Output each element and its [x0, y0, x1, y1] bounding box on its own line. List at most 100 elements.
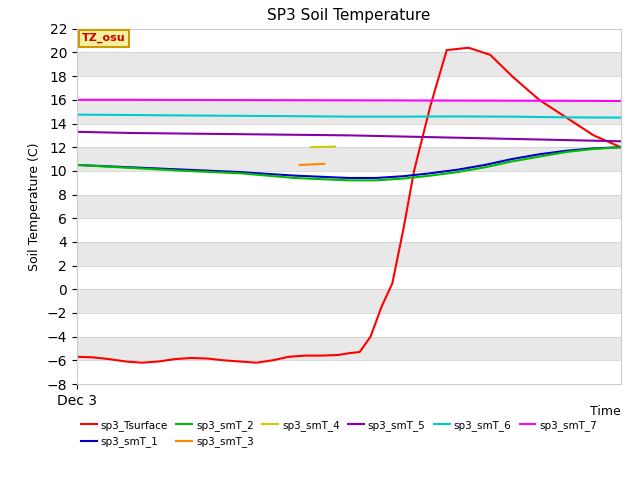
sp3_smT_3 — [296, 162, 303, 168]
Legend: sp3_Tsurface, sp3_smT_1, sp3_smT_2, sp3_smT_3, sp3_smT_4, sp3_smT_5, sp3_smT_6, : sp3_Tsurface, sp3_smT_1, sp3_smT_2, sp3_… — [77, 416, 602, 451]
sp3_smT_6 — [454, 114, 461, 120]
sp3_smT_1 — [617, 144, 625, 150]
sp3_smT_5 — [291, 132, 298, 138]
sp3_smT_1 — [589, 145, 597, 151]
sp3_smT_7 — [617, 98, 625, 104]
Bar — [77, 218, 621, 242]
Bar — [77, 242, 621, 265]
sp3_smT_7 — [182, 97, 189, 103]
Line: sp3_smT_2: sp3_smT_2 — [77, 147, 621, 180]
sp3_smT_2 — [589, 146, 597, 152]
sp3_smT_1 — [236, 169, 244, 175]
Text: TZ_osu: TZ_osu — [82, 33, 126, 44]
sp3_Tsurface — [138, 360, 146, 366]
sp3_smT_2 — [291, 175, 298, 181]
sp3_Tsurface — [378, 304, 385, 310]
Bar — [77, 100, 621, 123]
sp3_smT_7 — [345, 97, 353, 103]
sp3_smT_6 — [399, 114, 407, 120]
sp3_smT_7 — [508, 98, 516, 104]
Bar — [77, 29, 621, 52]
sp3_smT_1 — [563, 148, 570, 154]
Text: Time: Time — [590, 405, 621, 418]
sp3_Tsurface — [486, 52, 494, 58]
sp3_smT_2 — [73, 162, 81, 168]
sp3_smT_1 — [508, 156, 516, 162]
sp3_smT_7 — [399, 97, 407, 103]
sp3_smT_5 — [427, 134, 435, 140]
sp3_Tsurface — [154, 359, 162, 364]
sp3_smT_1 — [399, 173, 407, 179]
sp3_smT_6 — [291, 113, 298, 119]
sp3_smT_2 — [535, 154, 543, 159]
Line: sp3_Tsurface: sp3_Tsurface — [77, 48, 621, 363]
sp3_Tsurface — [443, 47, 451, 53]
sp3_smT_7 — [563, 98, 570, 104]
sp3_smT_7 — [291, 97, 298, 103]
sp3_Tsurface — [617, 144, 625, 150]
Bar — [77, 360, 621, 384]
sp3_Tsurface — [399, 227, 407, 233]
sp3_smT_6 — [345, 114, 353, 120]
Bar — [77, 52, 621, 76]
sp3_smT_6 — [182, 113, 189, 119]
sp3_Tsurface — [73, 354, 81, 360]
sp3_Tsurface — [345, 350, 353, 356]
sp3_Tsurface — [285, 354, 293, 360]
sp3_smT_7 — [127, 97, 135, 103]
sp3_Tsurface — [171, 356, 179, 362]
sp3_smT_1 — [127, 165, 135, 170]
sp3_smT_1 — [481, 162, 489, 168]
sp3_Tsurface — [589, 132, 597, 138]
sp3_smT_2 — [345, 178, 353, 183]
Bar — [77, 265, 621, 289]
sp3_smT_6 — [508, 114, 516, 120]
Line: sp3_smT_3: sp3_smT_3 — [300, 164, 324, 165]
sp3_smT_2 — [617, 144, 625, 150]
sp3_smT_1 — [291, 173, 298, 179]
sp3_smT_5 — [563, 137, 570, 143]
sp3_smT_2 — [372, 178, 380, 183]
sp3_smT_7 — [454, 97, 461, 103]
Line: sp3_smT_7: sp3_smT_7 — [77, 100, 621, 101]
sp3_Tsurface — [122, 359, 129, 364]
sp3_smT_5 — [508, 136, 516, 142]
sp3_smT_2 — [427, 173, 435, 179]
sp3_Tsurface — [236, 359, 244, 364]
sp3_Tsurface — [388, 280, 396, 286]
sp3_Tsurface — [367, 334, 374, 339]
Title: SP3 Soil Temperature: SP3 Soil Temperature — [267, 9, 431, 24]
sp3_Tsurface — [220, 358, 228, 363]
sp3_Tsurface — [508, 73, 516, 79]
sp3_Tsurface — [465, 45, 472, 50]
sp3_smT_1 — [182, 167, 189, 173]
Line: sp3_smT_6: sp3_smT_6 — [77, 115, 621, 118]
Bar — [77, 313, 621, 336]
Line: sp3_smT_5: sp3_smT_5 — [77, 132, 621, 141]
Bar — [77, 123, 621, 147]
sp3_smT_5 — [399, 133, 407, 139]
sp3_smT_5 — [454, 135, 461, 141]
sp3_smT_2 — [481, 165, 489, 170]
sp3_smT_7 — [236, 97, 244, 103]
sp3_smT_6 — [127, 112, 135, 118]
sp3_smT_5 — [617, 138, 625, 144]
sp3_Tsurface — [356, 349, 364, 355]
sp3_Tsurface — [301, 353, 309, 359]
sp3_smT_4 — [307, 144, 315, 150]
sp3_smT_5 — [345, 132, 353, 138]
sp3_smT_5 — [481, 135, 489, 141]
sp3_smT_2 — [454, 169, 461, 175]
sp3_Tsurface — [427, 103, 435, 108]
Y-axis label: Soil Temperature (C): Soil Temperature (C) — [28, 142, 41, 271]
sp3_smT_6 — [563, 115, 570, 120]
sp3_smT_2 — [182, 168, 189, 174]
Line: sp3_smT_1: sp3_smT_1 — [77, 147, 621, 178]
sp3_smT_5 — [73, 129, 81, 135]
sp3_smT_1 — [73, 162, 81, 168]
sp3_smT_2 — [236, 170, 244, 176]
Bar — [77, 194, 621, 218]
sp3_smT_5 — [589, 138, 597, 144]
sp3_Tsurface — [318, 353, 326, 359]
Line: sp3_smT_4: sp3_smT_4 — [311, 146, 335, 147]
